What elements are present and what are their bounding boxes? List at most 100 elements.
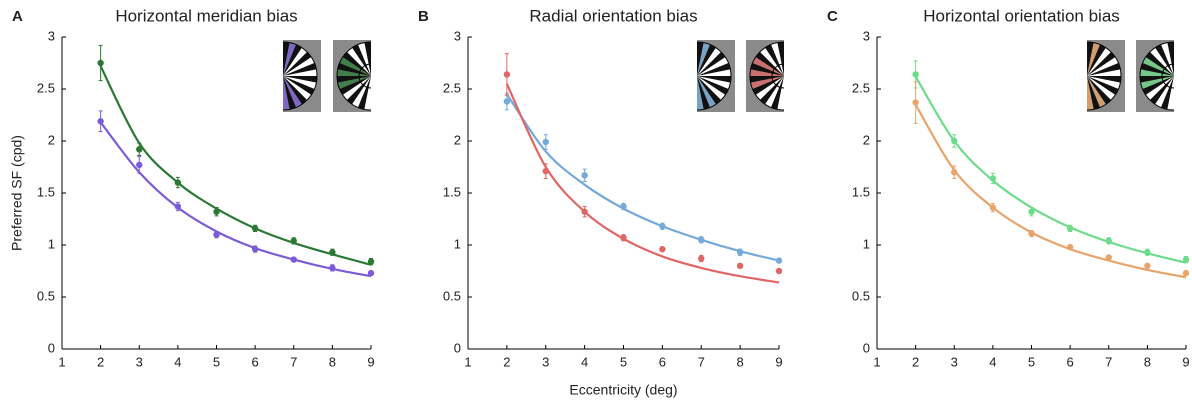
inset-wedge (759, 76, 784, 105)
data-point (97, 59, 104, 67)
inset-wedge (697, 42, 704, 76)
inset-wedge (755, 51, 784, 76)
inset-wedge (1167, 76, 1174, 110)
x-tick-label: 8 (737, 354, 744, 369)
x-tick-label: 7 (290, 354, 297, 369)
inset-wedge (777, 76, 784, 110)
inset-wedge (755, 76, 784, 101)
inset-wedge (1140, 76, 1174, 83)
inset-wedge (1142, 76, 1174, 95)
inset-wedge (364, 76, 371, 110)
inset-wedge (1149, 47, 1174, 76)
inset-wedge (352, 76, 371, 108)
inset-wedge (346, 47, 371, 76)
data-point (1028, 230, 1035, 237)
data-point (698, 236, 705, 243)
x-tick-label: 9 (775, 354, 782, 369)
data-point (736, 262, 744, 269)
x-tick-label: 2 (503, 354, 510, 369)
inset-wedge (1087, 51, 1116, 76)
fit-curve (505, 93, 780, 262)
panel-letter: A (12, 8, 23, 25)
inset-wedge (283, 76, 315, 95)
stimulus-inset (746, 40, 785, 112)
inset-wedge (697, 62, 731, 76)
inset-wedge (283, 76, 317, 90)
inset-wedge (1087, 76, 1101, 110)
inset-wedge (750, 76, 784, 90)
data-point (620, 234, 627, 241)
inset-wedge (1160, 76, 1174, 110)
inset-wedge (750, 62, 784, 76)
inset-wedge (1145, 51, 1174, 76)
stimulus-inset (696, 40, 735, 112)
y-tick-label: 1 (454, 236, 461, 251)
inset-wedge (283, 76, 312, 101)
data-point (213, 208, 220, 215)
inset-wedge (283, 57, 315, 76)
data-point (136, 146, 143, 153)
chart-title: Radial orientation bias (529, 6, 697, 25)
inset-wedge (1155, 44, 1174, 76)
data-point (290, 256, 297, 263)
x-tick-label: 4 (174, 354, 181, 369)
fit-curve (99, 121, 372, 278)
inset-wedge (357, 76, 371, 110)
inset-wedge (777, 42, 784, 76)
inset-wedge (283, 76, 308, 105)
inset-outline (336, 41, 372, 111)
stimulus-inset (282, 40, 321, 112)
data-point (367, 269, 375, 277)
inset-wedge (770, 76, 784, 110)
stimulus-inset (1086, 40, 1125, 112)
data-point (951, 169, 958, 176)
inset-wedge (1155, 76, 1174, 108)
y-tick-label: 3 (863, 28, 870, 43)
inset-wedge (283, 76, 290, 110)
inset-wedge (283, 44, 302, 76)
inset-outline (749, 41, 785, 111)
y-tick-label: 0.5 (852, 288, 870, 303)
x-tick-label: 2 (97, 354, 104, 369)
data-point (775, 267, 783, 275)
data-point (1105, 254, 1112, 261)
inset-wedge (697, 51, 726, 76)
inset-wedge (1087, 42, 1094, 76)
inset-wedge (1140, 62, 1174, 76)
inset-wedge (283, 69, 317, 76)
data-point (503, 98, 511, 105)
inset-wedge (342, 76, 371, 101)
data-point (912, 99, 919, 106)
inset-wedge (1140, 76, 1174, 90)
inset-wedge (337, 69, 371, 76)
inset-wedge (1087, 44, 1106, 76)
inset-wedge (1087, 76, 1121, 83)
data-point (174, 203, 182, 210)
data-point (581, 208, 588, 215)
inset-wedge (283, 76, 302, 108)
inset-wedge (697, 76, 731, 90)
y-tick-label: 1.5 (443, 184, 461, 199)
inset-wedge (697, 47, 722, 76)
y-tick-label: 2.5 (37, 80, 55, 95)
x-tick-label: 7 (1105, 354, 1112, 369)
data-point (989, 204, 997, 211)
data-point (1066, 243, 1074, 251)
panel-letter: B (418, 8, 429, 25)
x-tick-label: 6 (1067, 354, 1074, 369)
x-tick-label: 1 (873, 354, 880, 369)
inset-wedge (697, 44, 716, 76)
inset-wedge (752, 76, 784, 95)
x-tick-label: 8 (329, 354, 336, 369)
inset-wedge (752, 57, 784, 76)
inset-wedge (283, 42, 297, 76)
data-point (542, 138, 549, 146)
x-axis-label: Eccentricity (deg) (569, 382, 677, 398)
chart-title: Horizontal meridian bias (115, 6, 297, 25)
x-tick-label: 1 (464, 354, 471, 369)
inset-wedge (283, 76, 297, 110)
data-point (1066, 225, 1074, 232)
y-axis-label: Preferred SF (cpd) (9, 135, 25, 251)
x-tick-label: 3 (951, 354, 958, 369)
data-point (97, 118, 104, 125)
